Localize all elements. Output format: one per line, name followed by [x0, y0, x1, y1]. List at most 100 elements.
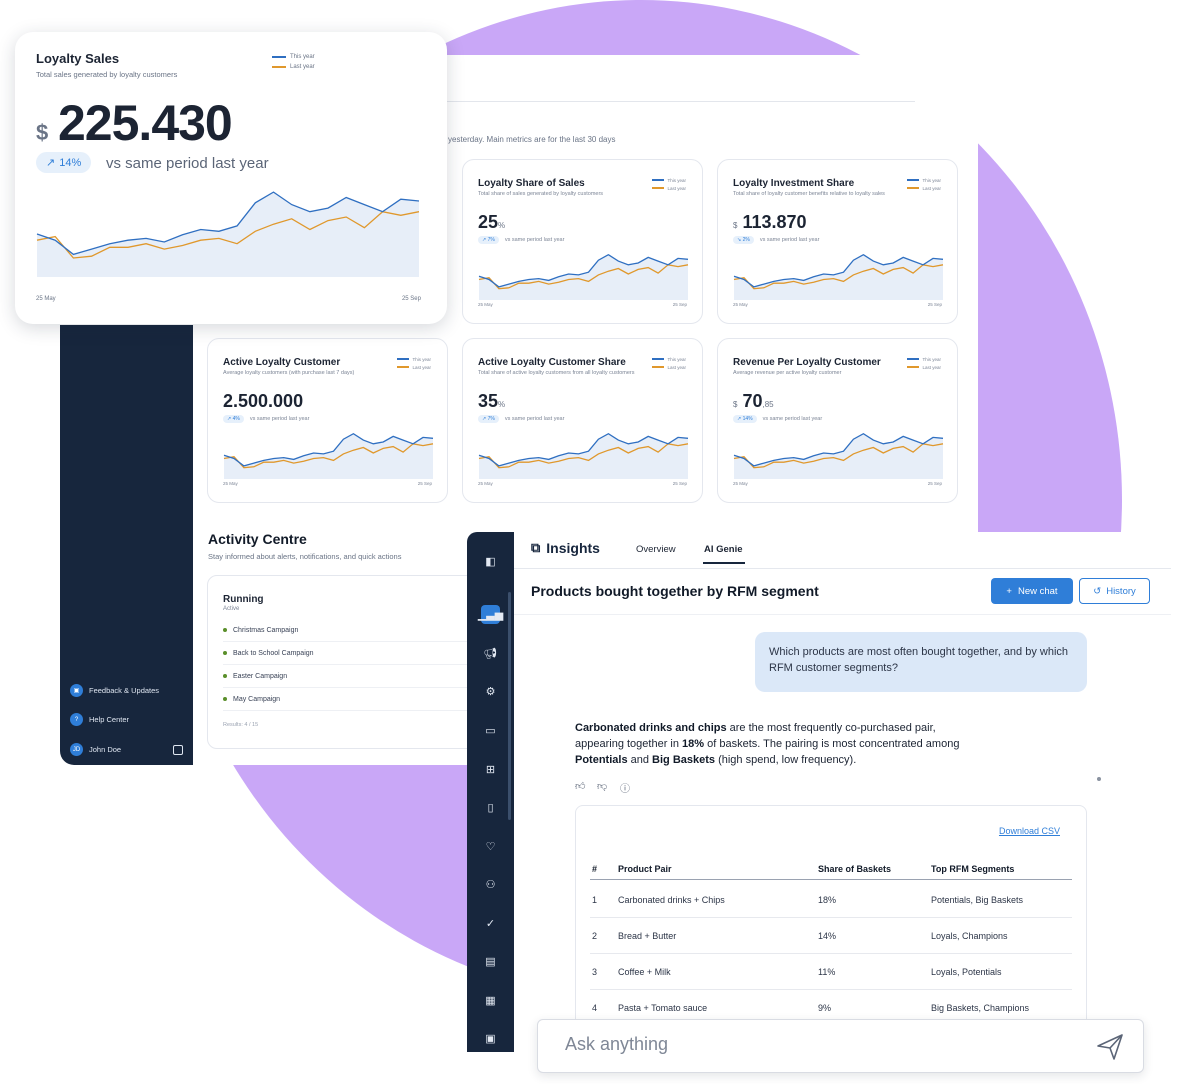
status-dot-icon [223, 697, 227, 701]
activity-centre-subtitle: Stay informed about alerts, notification… [208, 552, 402, 561]
series-line-last-year [733, 264, 944, 290]
trend-text: vs same period last year [504, 416, 565, 422]
user-icon[interactable]: ⚇ [485, 879, 496, 891]
column-header: Product Pair [618, 864, 672, 874]
trend-text: vs same period last year [106, 155, 269, 172]
series-line-this-year [223, 432, 434, 467]
metric-card-investment-share[interactable]: Loyalty Investment Share Total share of … [717, 159, 958, 324]
thumbs-up-icon[interactable]: 👍︎ [575, 781, 586, 792]
answer-text: are the most frequently co-purchased pai… [575, 722, 936, 750]
date-start: 25 May [478, 302, 493, 307]
status-dot-icon [223, 674, 227, 678]
megaphone-icon[interactable]: 📢︎ [483, 648, 498, 660]
date-end: 25 Sep [672, 302, 687, 307]
arrow-up-right-icon: ↗ [46, 157, 56, 169]
active-tab-indicator [703, 562, 745, 564]
series-line-last-year [478, 443, 689, 469]
date-start: 25 May [478, 481, 493, 486]
chart-icon[interactable]: ▁▃▅ [478, 605, 503, 624]
divider [514, 614, 1171, 615]
table-cell: 3 [592, 966, 598, 977]
hierarchy-icon: ⧉ [531, 540, 541, 555]
card-dates: 25 May 25 Sep [733, 481, 942, 486]
assistant-message: Carbonated drinks and chips are the most… [575, 721, 975, 769]
history-button[interactable]: ↺ History [1079, 578, 1150, 604]
gift-icon[interactable]: ⊞ [485, 764, 496, 776]
table-cell: 11% [818, 966, 836, 977]
thumbs-down-icon[interactable]: 👎︎ [597, 781, 608, 792]
card-subtitle: Average loyalty customers (with purchase… [223, 370, 355, 376]
list-item[interactable]: Back to School Campaign [223, 642, 493, 665]
table-cell: 9% [818, 1002, 832, 1013]
list-item[interactable]: Christmas Campaign [223, 619, 493, 642]
table-cell: Big Baskets, Champions [931, 1002, 1030, 1013]
archive-icon[interactable]: ▣ [485, 1033, 496, 1045]
check-circle-icon[interactable]: ✓ [485, 918, 496, 930]
send-icon[interactable] [1095, 1032, 1125, 1062]
chat-input[interactable] [565, 1034, 1065, 1055]
scrollbar[interactable] [508, 592, 511, 820]
user-message: Which products are most often bought tog… [755, 632, 1087, 692]
sidebar-item-help[interactable]: ? Help Center [70, 713, 129, 726]
legend-last-year: Last year [922, 185, 941, 191]
metric-card-loyalty-share[interactable]: Loyalty Share of Sales Total share of sa… [462, 159, 703, 324]
legend-this-year: This year [667, 177, 686, 183]
metric-card-active-share[interactable]: Active Loyalty Customer Share Total shar… [462, 338, 703, 503]
table-cell: Coffee + Milk [618, 966, 671, 977]
loyalty-sales-card[interactable]: Loyalty Sales Total sales generated by l… [15, 32, 447, 324]
sidebar-item-feedback[interactable]: ▣ Feedback & Updates [70, 684, 159, 697]
tab-overview[interactable]: Overview [636, 544, 676, 555]
legend-last-year: Last year [922, 364, 941, 370]
series-line-last-year [223, 443, 434, 469]
chart-legend: This year Last year [652, 355, 686, 371]
table-cell: 14% [818, 930, 837, 941]
card-title: Loyalty Investment Share [733, 178, 855, 189]
settings-icon[interactable]: ⚙︎ [485, 686, 496, 698]
user-profile[interactable]: JD John Doe [70, 743, 121, 756]
answer-text: (high spend, low frequency). [715, 753, 857, 766]
button-label: History [1106, 585, 1136, 597]
sparkline-chart [223, 432, 434, 479]
table-cell: Carbonated drinks + Chips [618, 894, 725, 905]
avatar: JD [70, 743, 83, 756]
metric-card-revenue-per-customer[interactable]: Revenue Per Loyalty Customer Average rev… [717, 338, 958, 503]
tab-ai-genie[interactable]: AI Genie [704, 544, 743, 555]
help-icon: ? [70, 713, 83, 726]
download-csv-link[interactable]: Download CSV [998, 826, 1060, 836]
date-start: 25 May [733, 302, 748, 307]
calendar-icon[interactable]: ▦ [485, 995, 496, 1007]
list-item[interactable]: May Campaign [223, 688, 493, 711]
mobile-icon[interactable]: ▯ [487, 802, 494, 814]
value-prefix: $ [733, 400, 738, 409]
value-suffix: % [498, 221, 506, 230]
sidebar-toggle-icon[interactable]: ◧ [485, 556, 496, 568]
campaign-name: Back to School Campaign [233, 649, 314, 657]
table-header: # Product Pair Share of Baskets Top RFM … [590, 860, 1072, 880]
heart-icon[interactable]: ♡ [485, 841, 496, 853]
icon-rail: ◧ ▁▃▅ 📢︎ ⚙︎ ▭ ⊞ ▯ ♡ ⚇ ✓ ▤ ▦ ▣ [467, 532, 514, 1052]
answer-bold: Carbonated drinks and chips [575, 722, 727, 734]
answer-bold: Potentials [575, 753, 628, 766]
column-header: # [592, 864, 598, 874]
user-name: John Doe [89, 745, 122, 754]
card-value: 35% [478, 391, 505, 412]
new-chat-button[interactable]: + New chat [991, 578, 1073, 604]
area-fill [479, 433, 688, 479]
table-cell: Loyals, Potentials [931, 966, 1002, 977]
trend-pill: ↘ 2% [733, 236, 754, 244]
message-icon[interactable]: ▭ [485, 725, 496, 737]
info-icon[interactable]: ⓘ [620, 784, 630, 795]
card-value: 225.430 [58, 95, 233, 151]
trend-text: vs same period last year [762, 416, 823, 422]
value-number: 113.870 [742, 212, 807, 232]
list-item[interactable]: Easter Campaign [223, 665, 493, 688]
logout-icon[interactable] [173, 745, 183, 755]
metric-card-active-customer[interactable]: Active Loyalty Customer Average loyalty … [207, 338, 448, 503]
table-row: 2 Bread + Butter 14% Loyals, Champions [590, 918, 1072, 954]
trend-text: vs same period last year [504, 237, 565, 243]
table-cell: 18% [818, 894, 837, 905]
legend-last-year: Last year [667, 364, 686, 370]
legend-this-year: This year [412, 356, 431, 362]
trend-pill: ↗ 4% [223, 415, 244, 423]
ticket-icon[interactable]: ▤ [485, 956, 496, 968]
